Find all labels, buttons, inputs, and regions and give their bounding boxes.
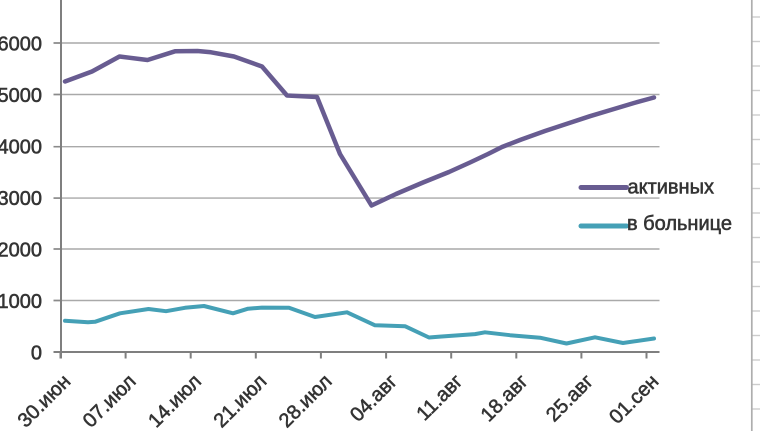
svg-text:6000: 6000 <box>0 33 42 55</box>
svg-text:активных: активных <box>628 177 714 199</box>
svg-text:в больнице: в больнице <box>627 213 732 235</box>
svg-text:1000: 1000 <box>0 291 42 313</box>
svg-text:4000: 4000 <box>0 136 42 158</box>
svg-text:2000: 2000 <box>0 239 42 261</box>
svg-text:0: 0 <box>31 342 42 364</box>
svg-text:5000: 5000 <box>0 85 42 107</box>
svg-text:3000: 3000 <box>0 188 42 210</box>
